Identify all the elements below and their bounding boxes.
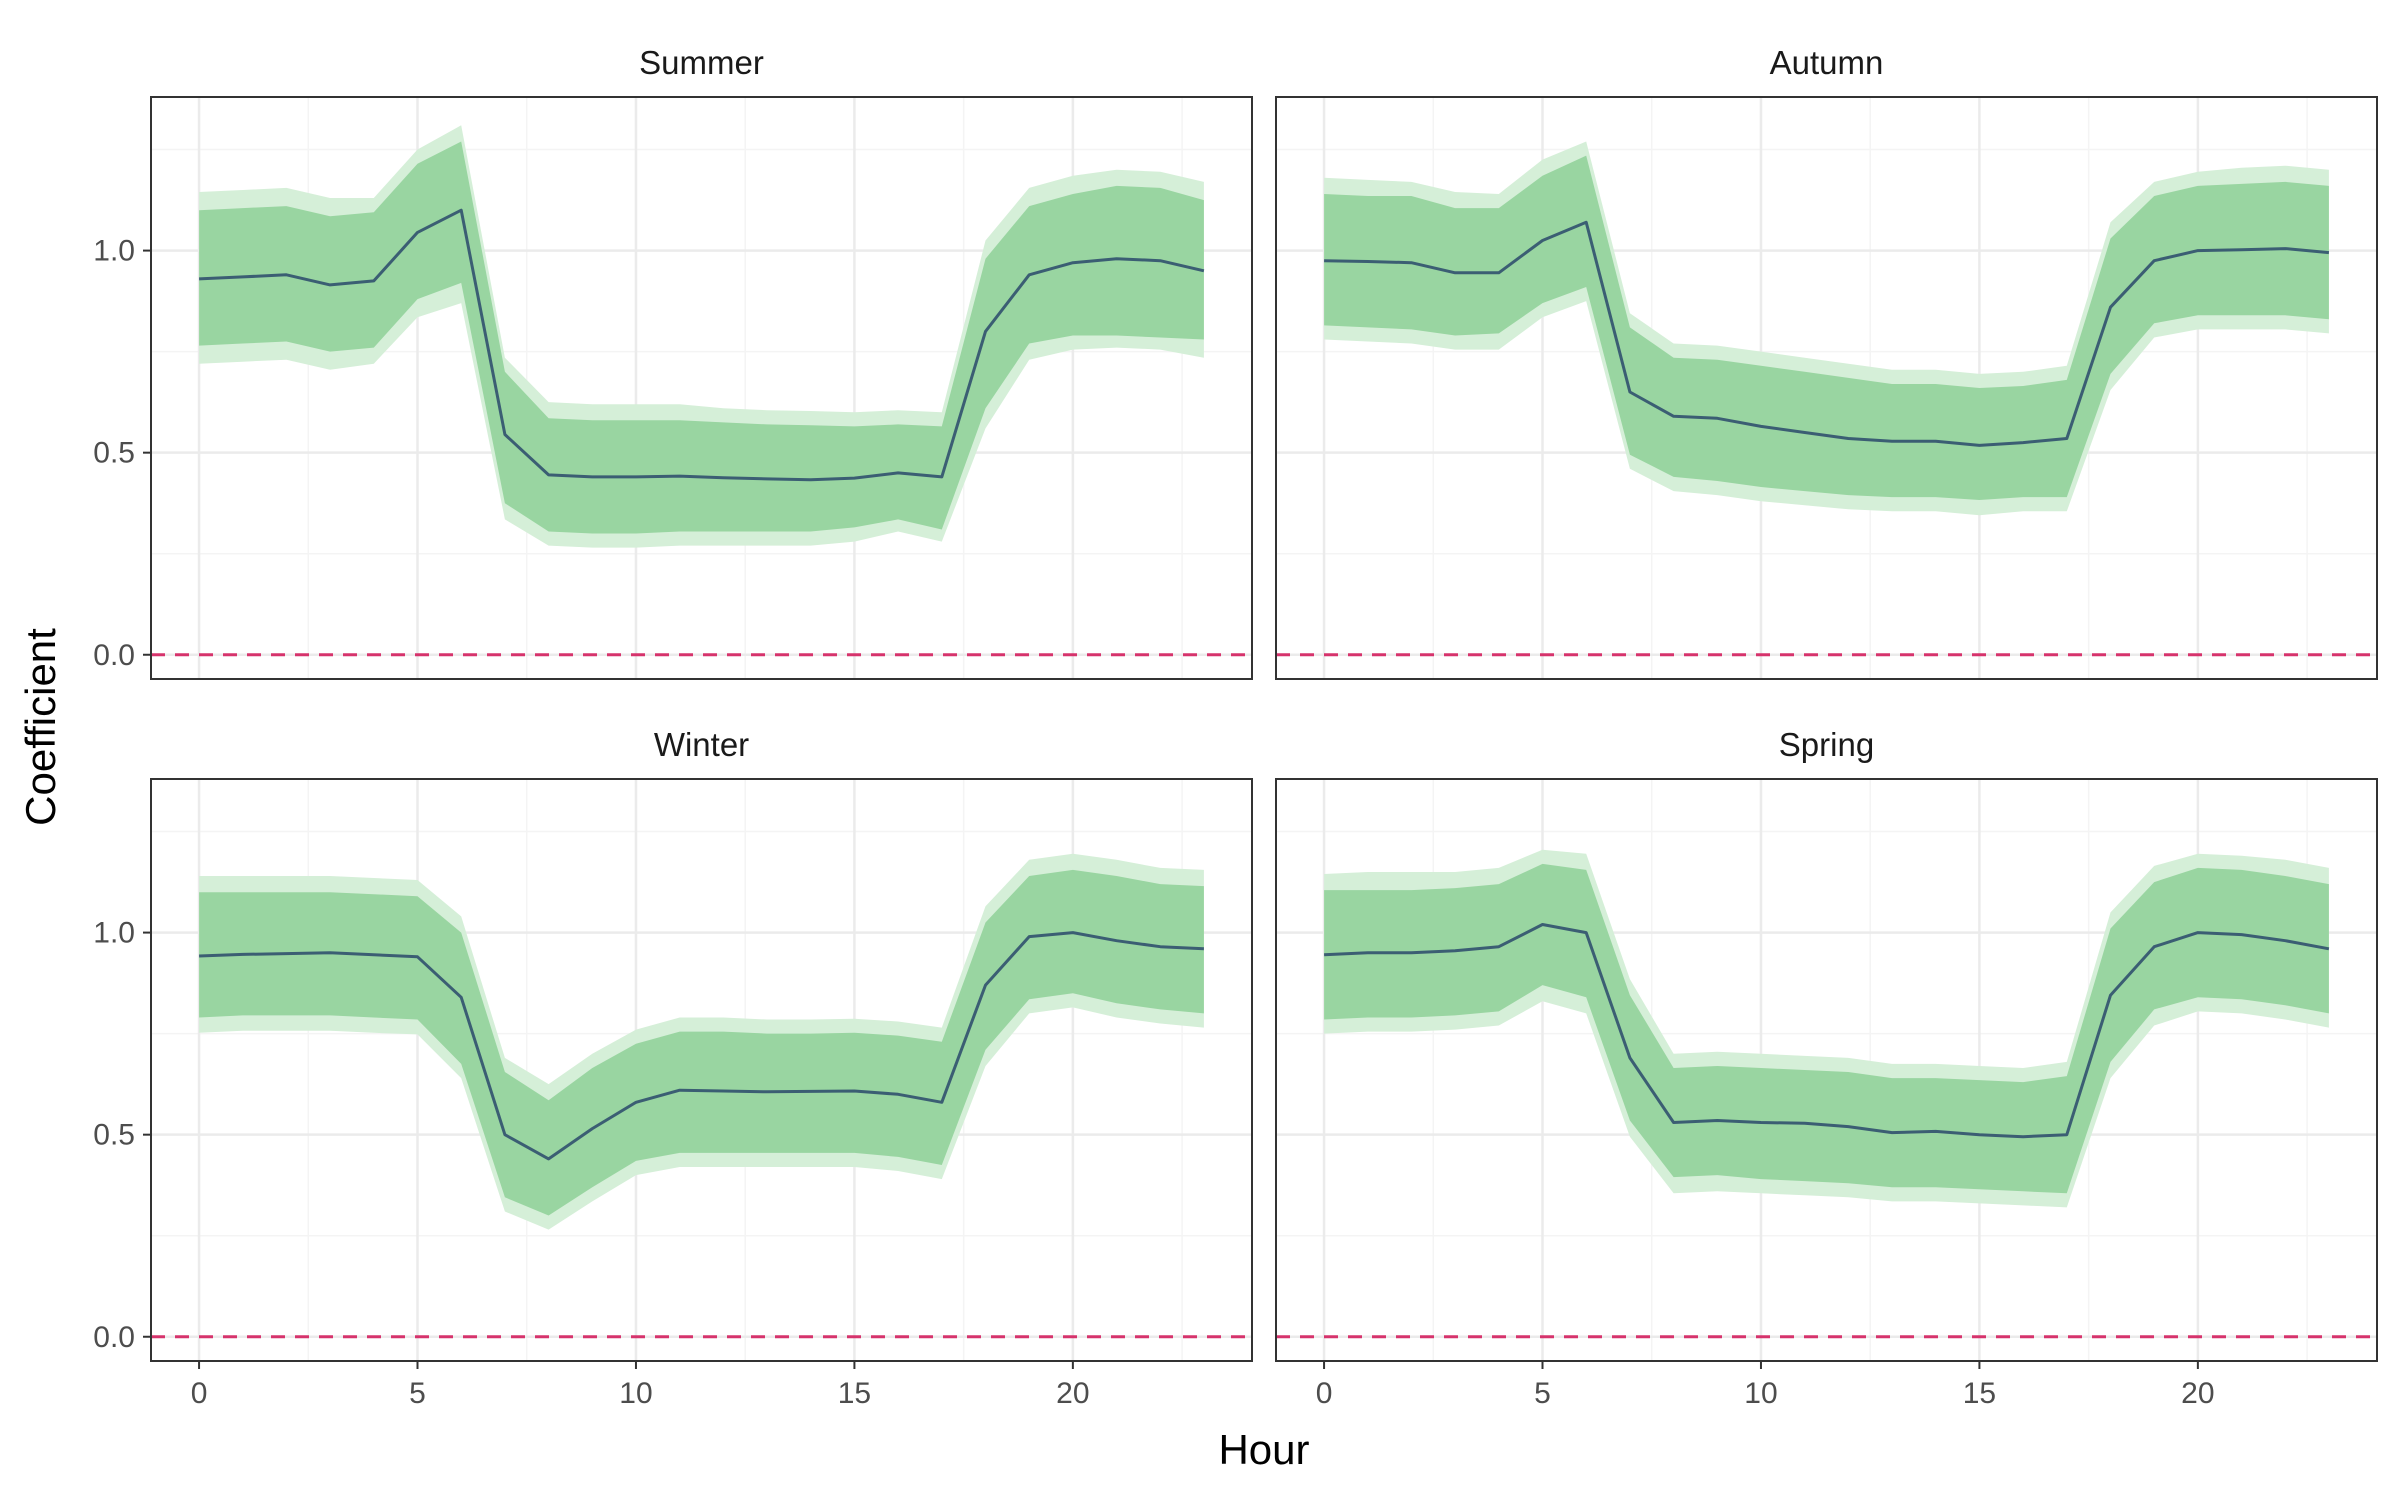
panel-border	[1275, 96, 2378, 680]
x-tick-label: 5	[409, 1377, 426, 1410]
x-tick-label: 0	[1316, 1377, 1333, 1410]
x-tick-label: 20	[2181, 1377, 2214, 1410]
panel-title: Winter	[654, 726, 749, 763]
panel-title: Spring	[1779, 726, 1874, 763]
panel-spring: Spring 0 5 10 15 20	[1275, 726, 2378, 1410]
panel-border	[150, 96, 1253, 680]
x-tick-label: 15	[1963, 1377, 1996, 1410]
inner-interval-band	[1324, 155, 2329, 500]
x-tick-label: 10	[1744, 1377, 1777, 1410]
panel-summer: Summer 0.0 0.5 1.0	[93, 44, 1253, 680]
inner-interval-band	[199, 869, 1204, 1216]
coefficient-line	[1324, 923, 2330, 1139]
panel-autumn: Autumn	[1275, 44, 2378, 680]
coefficient-line	[1324, 220, 2330, 447]
panels: Summer 0.0 0.5 1.0 Autumn Winter 0.0 0.5 1.0 0 5 10…	[93, 44, 2378, 1410]
coefficient-line	[199, 931, 1204, 1161]
panel-border	[1275, 778, 2378, 1362]
x-tick-label: 5	[1534, 1377, 1551, 1410]
coefficient-line	[199, 208, 1205, 482]
inner-interval-band	[1324, 863, 2329, 1194]
x-axis-title: Hour	[1218, 1426, 1309, 1473]
y-tick-label: 0.0	[93, 1321, 135, 1354]
y-tick-label: 0.5	[93, 1119, 135, 1152]
y-tick-label: 1.0	[93, 235, 135, 268]
x-tick-label: 0	[191, 1377, 208, 1410]
panel-title: Autumn	[1770, 44, 1884, 81]
panel-winter: Winter 0.0 0.5 1.0 0 5 10 15 20	[93, 726, 1253, 1410]
x-tick-label: 15	[838, 1377, 871, 1410]
panel-title: Summer	[639, 44, 764, 81]
x-tick-label: 10	[619, 1377, 652, 1410]
y-axis-title: Coefficient	[17, 628, 64, 826]
panel-border	[150, 778, 1253, 1362]
x-tick-label: 20	[1056, 1377, 1089, 1410]
y-tick-label: 1.0	[93, 917, 135, 950]
y-tick-label: 0.0	[93, 639, 135, 672]
y-tick-label: 0.5	[93, 437, 135, 470]
